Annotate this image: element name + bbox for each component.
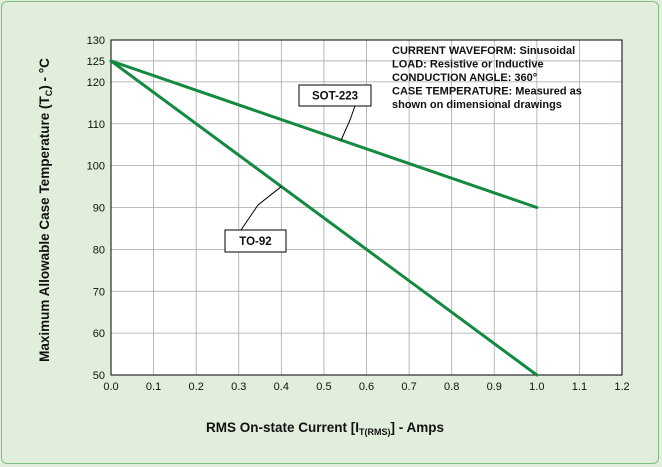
condition-line: shown on dimensional drawings [392,99,562,111]
x-axis-title-part-1: RMS On-state Current [I [206,420,359,435]
x-tick-label: 0.5 [316,381,331,393]
plot-border [110,39,623,376]
series-line-to-92 [109,59,539,377]
x-tick-label: 0.8 [444,381,459,393]
x-tick-label: 1.1 [572,381,587,393]
y-tick-labels: 50 60 70 80 90 100 110 120 125 130 [87,35,105,382]
x-tick-label: 0.3 [231,381,246,393]
x-tick-label: 0.1 [146,381,161,393]
y-tick-label: 50 [93,370,105,382]
condition-line: CONDUCTION ANGLE: 360° [392,72,537,84]
x-tick-label: 0.7 [401,381,416,393]
y-tick-label: 130 [87,35,105,47]
callouts: SOT-223 TO-92 [224,84,372,253]
callout-leader [340,105,356,141]
series-line-sot-223 [109,59,539,209]
conditions-note: CURRENT WAVEFORM: Sinusoidal LOAD: Resist… [392,45,582,111]
callout-box [298,84,372,107]
x-axis-title-part-3: ] - Amps [391,420,445,435]
y-tick-label: 125 [87,56,105,68]
y-tick-label: 100 [87,161,105,173]
y-axis-title-part-3: ) - °C [37,58,52,90]
y-tick-label: 120 [87,77,105,89]
condition-line: LOAD: Resistive or Inductive [392,59,544,71]
y-tick-label: 110 [87,119,105,131]
y-axis-title-part-1: Maximum Allowable Case Temperature (T [37,96,52,362]
y-axis-title-subscript: C [44,89,54,96]
x-axis-title-subscript: T(RMS) [359,427,391,437]
y-tick-label: 90 [93,203,105,215]
x-tick-label: 0.6 [359,381,374,393]
callout-box [224,229,287,253]
y-tick-label: 80 [93,244,105,256]
callout-label: SOT-223 [312,91,358,103]
x-axis-title: RMS On-state Current [IT(RMS)] - Amps [206,420,444,437]
condition-line: CURRENT WAVEFORM: Sinusoidal [392,45,575,57]
y-tick-label: 70 [93,286,105,298]
callout-leader [240,186,282,231]
callout-label: TO-92 [239,236,271,248]
x-tick-label: 1.0 [529,381,544,393]
x-tick-label: 0.2 [189,381,204,393]
y-tick-label: 60 [93,328,105,340]
series-lines [109,59,539,377]
x-tick-label: 0.4 [274,381,289,393]
x-tick-label: 0.9 [487,381,502,393]
x-tick-label: 0.0 [103,381,118,393]
x-tick-labels: 0.0 0.1 0.2 0.3 0.4 0.5 0.6 0.7 0.8 0.9 1.0 1.1 1.2 [103,381,629,393]
x-tick-label: 1.2 [614,381,629,393]
condition-line: CASE TEMPERATURE: Measured as [392,86,582,98]
y-axis-title: Maximum Allowable Case Temperature (TC) … [37,58,54,362]
